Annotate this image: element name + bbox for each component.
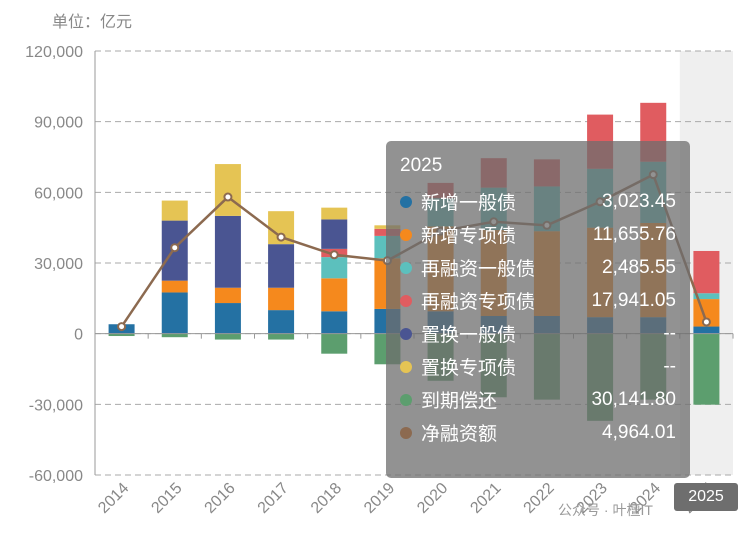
bar-segment [214,215,241,288]
bar-segment [214,303,241,334]
series-dot-icon [400,393,412,406]
tooltip-row-name: 置换一般债 [421,325,517,346]
tooltip-row-value: -- [663,355,676,377]
bar-segment [108,333,135,337]
tooltip-row-value: 30,141.80 [591,388,676,410]
line-point [117,322,127,332]
tooltip-title: 2025 [400,155,443,176]
tooltip-row-name: 到期偿还 [421,391,498,412]
bar-segment [161,333,188,338]
series-dot-icon [400,360,412,373]
y-tick-label: 30,000 [34,256,83,273]
x-tick-label: 2019 [361,480,398,517]
x-tick-label: 2017 [255,480,292,517]
tooltip-row-name: 置换专项债 [421,358,517,379]
bar-segment [321,278,348,312]
bar-segment [321,333,348,354]
bar-segment [268,333,295,340]
tooltip-row-name: 再融资一般债 [421,259,536,280]
tooltip-row-value: 4,964.01 [602,421,676,443]
bar-segment [214,287,241,304]
bar-segment [321,207,348,220]
tooltip-rows: 新增一般债 3,023.45 新增专项债 11,655.76 再融资一般债 2,485… [400,185,676,449]
unit-label: 单位：亿元 [52,14,133,31]
tooltip-row: 新增专项债 11,655.76 [400,218,676,251]
bar-segment [693,326,720,334]
bar-segment [693,333,720,405]
tooltip-row-value: 11,655.76 [592,223,676,245]
x-tick-label: 2020 [414,480,451,517]
x-tick-label: 2022 [521,480,558,517]
bar-segment [268,244,295,288]
bar-segment [693,293,720,300]
tooltip-row: 再融资专项债 17,941.05 [400,284,676,317]
tooltip-row: 净融资额 4,964.01 [400,416,676,449]
series-dot-icon [400,327,412,340]
x-tick-label: 2014 [95,480,132,517]
bar-segment [268,310,295,334]
tooltip-row-name: 新增一般债 [421,193,517,214]
bar-segment [161,280,188,293]
bar-segment [268,287,295,311]
x-axis-pointer-label: 2025 [674,483,738,511]
tooltip-row-name: 新增专项债 [421,226,517,247]
tooltip-row-value: -- [663,322,676,344]
x-tick-label: 2016 [202,480,239,517]
bar-segment [161,292,188,334]
y-tick-label: 0 [74,327,83,344]
tooltip-row-name: 净融资额 [421,424,498,445]
y-tick-label: -30,000 [29,397,83,414]
tooltip-row-value: 3,023.45 [602,190,676,212]
line-point [170,243,180,253]
watermark: 公众号 · 叶檀IT [558,502,653,518]
tooltip-row-value: 2,485.55 [602,256,676,278]
tooltip-row: 置换专项债 -- [400,350,676,383]
tooltip-row-value: 17,941.05 [591,289,676,311]
bar-segment [214,333,241,340]
series-dot-icon [400,261,412,274]
bar-segment [214,164,241,216]
x-tick-label: 2021 [467,480,504,517]
series-dot-icon [400,195,412,208]
y-tick-label: 120,000 [25,44,83,61]
line-point [701,317,711,327]
line-point [276,232,286,242]
bar-segment [693,250,720,294]
tooltip-row-name: 再融资专项债 [421,292,536,313]
y-tick-label: -60,000 [29,468,83,485]
tooltip-row: 新增一般债 3,023.45 [400,185,676,218]
y-tick-label: 90,000 [34,115,83,132]
bar-segment [321,311,348,334]
tooltip-row: 再融资一般债 2,485.55 [400,251,676,284]
x-tick-label: 2015 [148,480,185,517]
series-dot-icon [400,426,412,439]
tooltip-row: 置换一般债 -- [400,317,676,350]
y-tick-label: 60,000 [34,185,83,202]
series-dot-icon [400,228,412,241]
tooltip-row: 到期偿还 30,141.80 [400,383,676,416]
bar-segment [161,200,188,221]
series-dot-icon [400,294,412,307]
chart-tooltip: 2025 新增一般债 3,023.45 新增专项债 11,655.76 再融资一般债… [386,141,690,478]
bar-segment [321,219,348,249]
line-point [223,192,233,202]
line-point [329,250,339,260]
bar-segment [321,257,348,279]
x-tick-label: 2018 [308,480,345,517]
